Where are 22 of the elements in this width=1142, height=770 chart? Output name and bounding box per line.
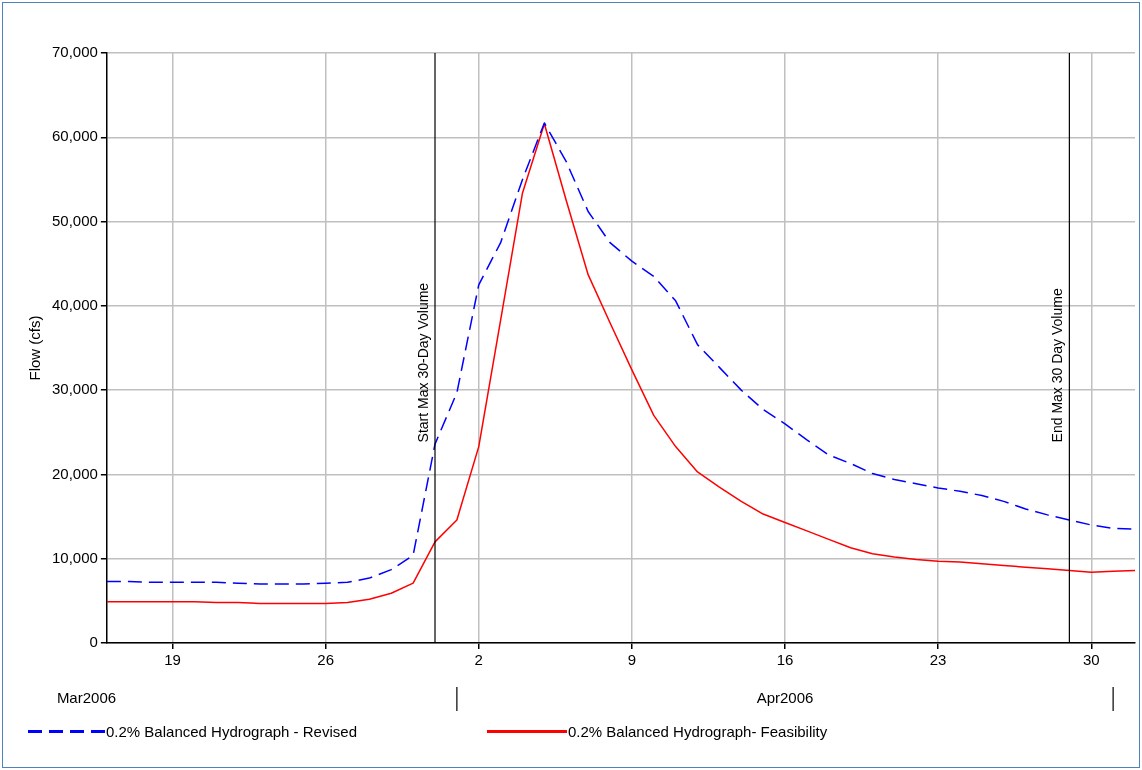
legend-label: 0.2% Balanced Hydrograph - Revised — [106, 723, 357, 740]
y-tick-label: 10,000 — [51, 548, 98, 566]
x-tick-label: 19 — [164, 651, 181, 669]
y-tick-label: 30,000 — [51, 380, 98, 398]
x-tick-label: 23 — [929, 651, 947, 669]
y-tick-label: 40,000 — [51, 296, 98, 313]
y-tick-label: 50,000 — [51, 211, 98, 229]
x-tick-label: 9 — [627, 651, 637, 669]
y-tick-label: 0 — [89, 633, 98, 651]
y-tick-label: 60,000 — [51, 127, 98, 145]
x-tick-label: 2 — [474, 651, 483, 669]
x-tick-label: 26 — [317, 651, 334, 669]
ref-line-label: End Max 30 Day Volume — [1049, 288, 1066, 443]
y-tick-label: 70,000 — [51, 43, 98, 61]
ref-line-label: Start Max 30-Day Volume — [414, 282, 431, 443]
y-tick-label: 20,000 — [51, 464, 98, 482]
y-axis-title: Flow (cfs) — [26, 315, 44, 381]
text: Mar2006 — [56, 689, 117, 707]
x-tick-label: 16 — [776, 651, 794, 669]
x-tick-label: 30 — [1082, 651, 1100, 669]
text: Apr2006 — [756, 689, 814, 707]
legend-label: 0.2% Balanced Hydrograph- Feasibility — [567, 723, 828, 740]
